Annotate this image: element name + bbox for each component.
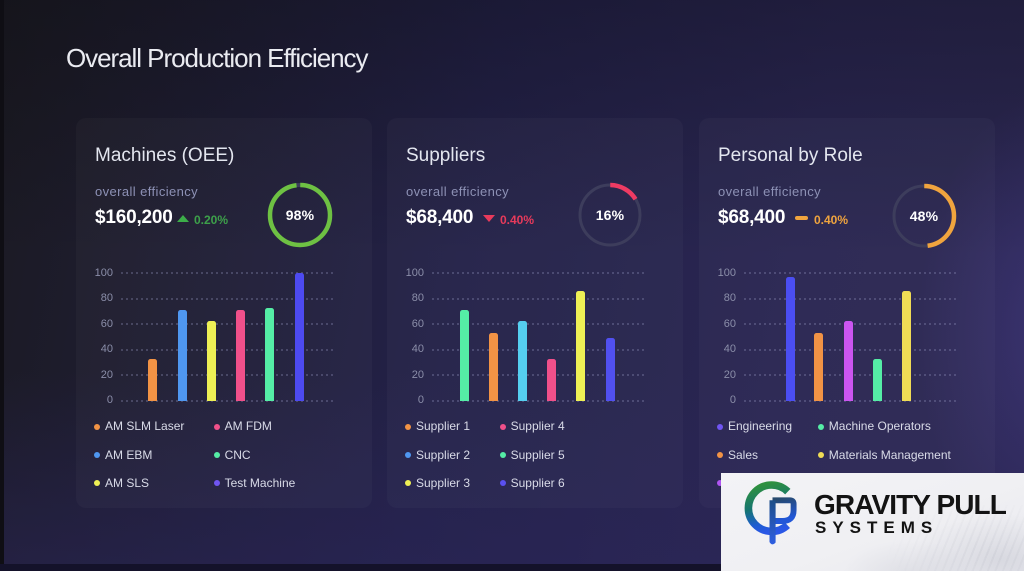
svg-text:98%: 98% bbox=[286, 207, 315, 223]
svg-text:16%: 16% bbox=[596, 207, 625, 223]
svg-text:48%: 48% bbox=[910, 208, 939, 224]
